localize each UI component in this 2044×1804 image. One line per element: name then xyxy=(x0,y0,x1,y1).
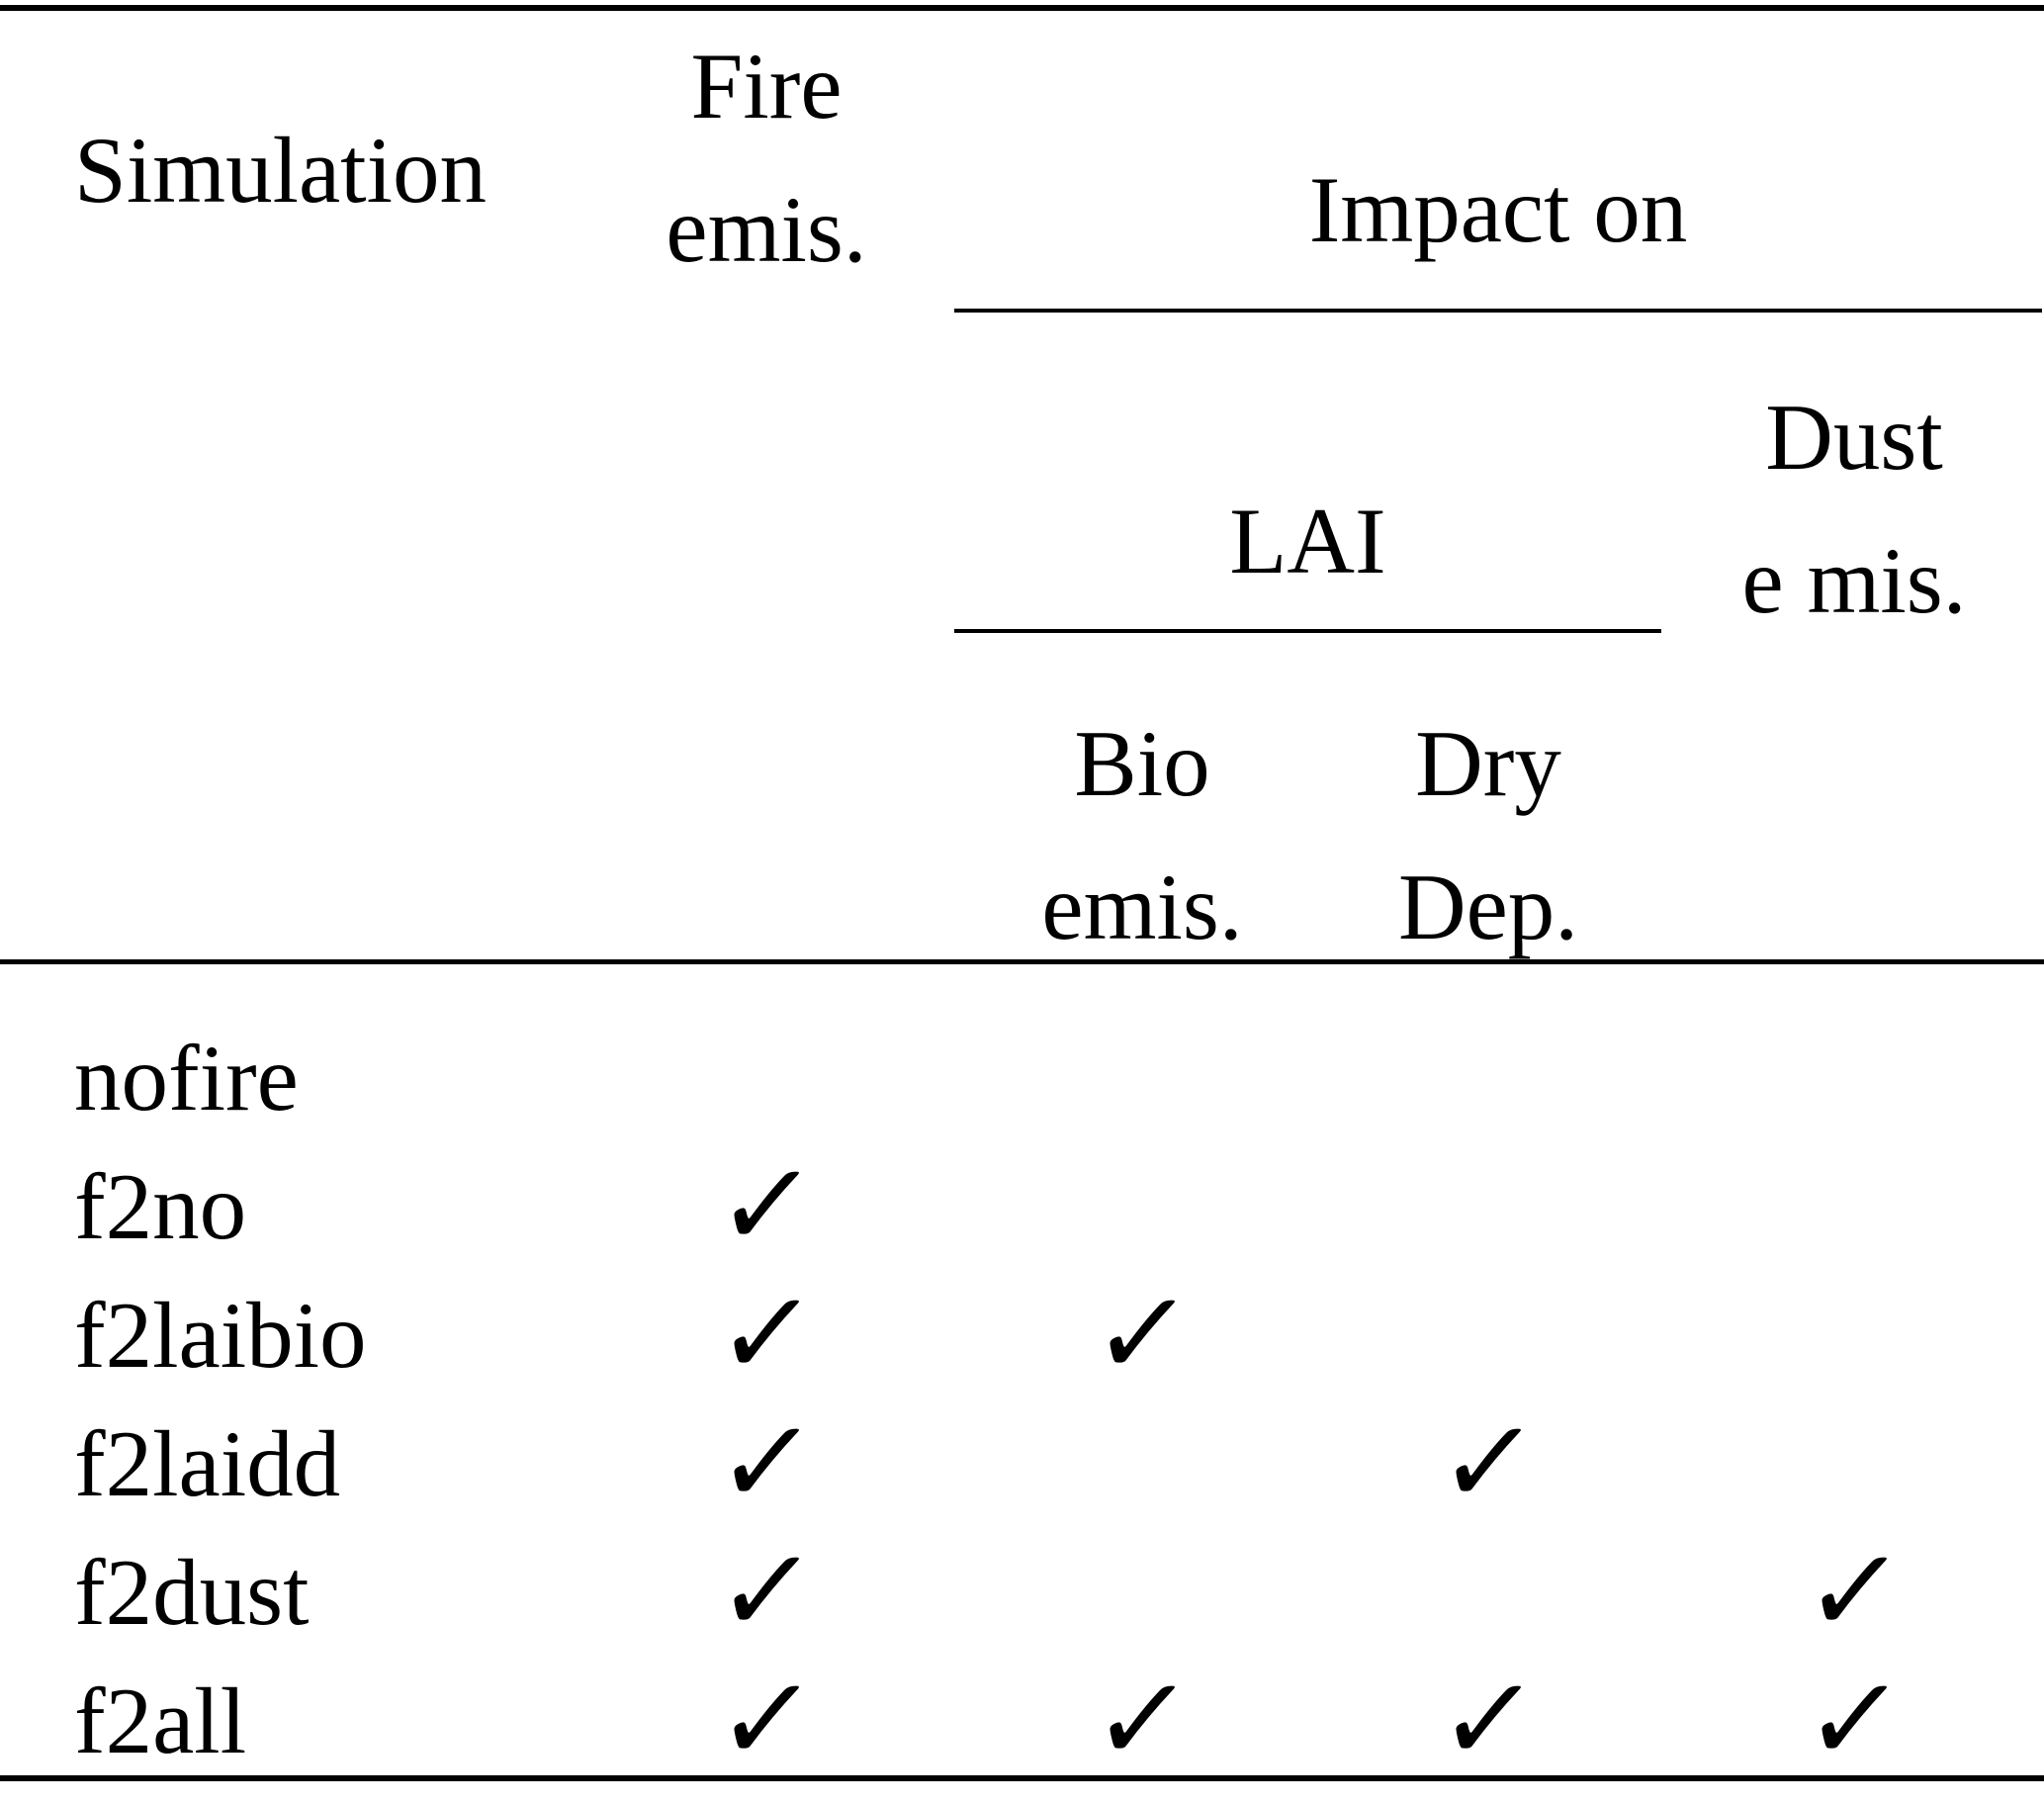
table-top-rule xyxy=(0,5,2044,11)
column-header-dust-emis-line2: e mis. xyxy=(1741,528,1967,633)
fire-emis-check: ✓ xyxy=(710,1527,823,1657)
column-header-simulation: Simulation xyxy=(74,118,487,223)
table-row: nofire xyxy=(0,1014,2044,1142)
column-header-fire-emis-line1: Fire xyxy=(690,34,843,138)
simulation-name: f2all xyxy=(74,1669,247,1773)
bio-emis-check: ✓ xyxy=(1086,1656,1199,1785)
simulation-name: f2dust xyxy=(74,1540,310,1645)
dry-dep-check: ✓ xyxy=(1432,1656,1545,1785)
column-group-header-impact-on: Impact on xyxy=(1308,157,1688,262)
column-header-dry-dep-line1: Dry xyxy=(1415,711,1561,816)
table-header-rule xyxy=(0,959,2044,964)
column-header-dry-dep-line2: Dep. xyxy=(1397,855,1579,959)
simulation-name: f2no xyxy=(74,1154,247,1259)
bio-emis-check: ✓ xyxy=(1086,1270,1199,1399)
table-bottom-rule xyxy=(0,1775,2044,1781)
fire-emis-check: ✓ xyxy=(710,1398,823,1528)
column-header-bio-emis-line1: Bio xyxy=(1074,711,1210,816)
fire-emis-check: ✓ xyxy=(710,1270,823,1399)
lai-span-rule xyxy=(954,629,1661,633)
column-header-dust-emis-line1: Dust xyxy=(1765,385,1943,490)
simulation-name: nofire xyxy=(74,1026,299,1130)
impact-on-span-rule xyxy=(954,309,2042,313)
column-header-dust-emis: Dust e mis. xyxy=(1686,366,2022,653)
simulation-name: f2laidd xyxy=(74,1411,341,1516)
table-row: f2dust ✓ ✓ xyxy=(0,1527,2044,1657)
fire-emis-check: ✓ xyxy=(710,1141,823,1271)
table-row: f2laidd ✓ ✓ xyxy=(0,1398,2044,1528)
column-header-dry-dep: Dry Dep. xyxy=(1320,692,1656,979)
column-header-fire-emis-line2: emis. xyxy=(666,177,867,282)
dust-emis-check: ✓ xyxy=(1798,1527,1911,1657)
fire-emis-check: ✓ xyxy=(710,1656,823,1785)
column-group-header-lai: LAI xyxy=(1229,489,1386,593)
table-row: f2laibio ✓ ✓ xyxy=(0,1270,2044,1399)
column-header-fire-emis: Fire emis. xyxy=(608,15,925,302)
column-header-bio-emis-line2: emis. xyxy=(1041,855,1243,959)
table-row: f2all ✓ ✓ ✓ ✓ xyxy=(0,1656,2044,1785)
dry-dep-check: ✓ xyxy=(1432,1398,1545,1528)
table-row: f2no ✓ xyxy=(0,1141,2044,1271)
dust-emis-check: ✓ xyxy=(1798,1656,1911,1785)
column-header-bio-emis: Bio emis. xyxy=(974,692,1310,979)
simulation-name: f2laibio xyxy=(74,1283,367,1388)
